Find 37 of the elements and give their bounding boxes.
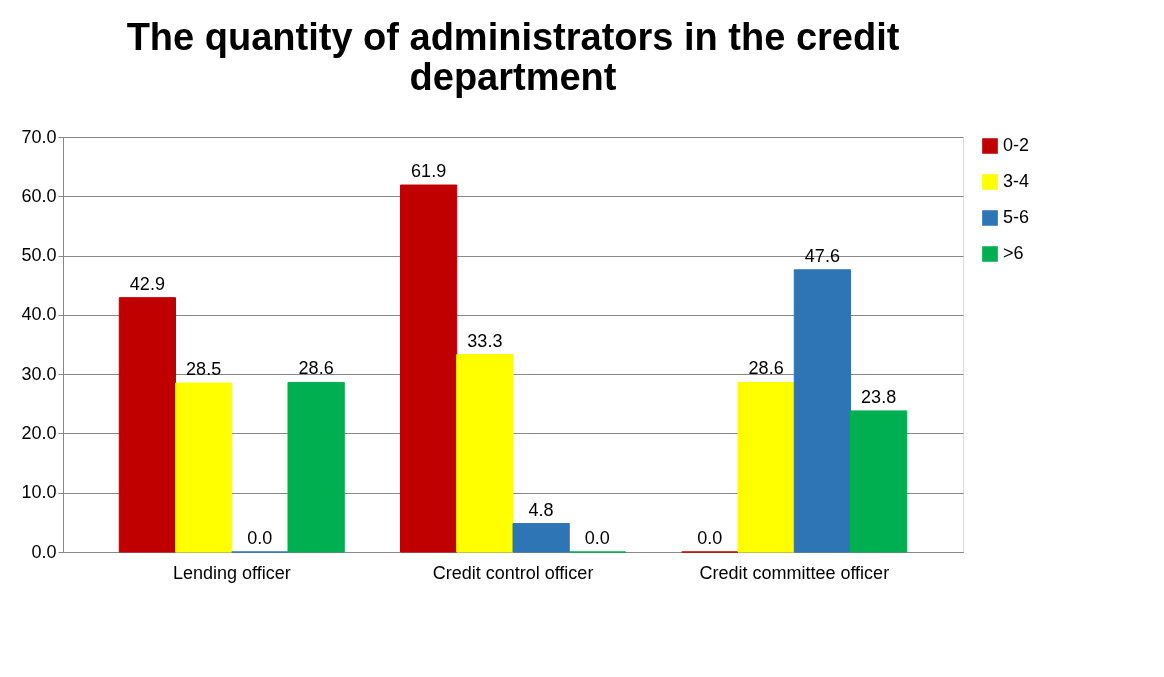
bar — [287, 381, 345, 553]
bar — [400, 184, 458, 553]
bar — [175, 382, 233, 553]
data-label: 28.6 — [298, 358, 334, 379]
bar — [118, 297, 176, 553]
data-label: 28.5 — [186, 359, 222, 380]
bar — [737, 381, 795, 553]
y-tick-label: 20.0 — [21, 422, 57, 443]
x-tick-label: Lending officer — [172, 562, 291, 583]
data-label: 0.0 — [247, 528, 273, 548]
y-tick-label: 10.0 — [21, 482, 57, 503]
data-label: 0.0 — [584, 528, 610, 548]
y-tick-label: 70.0 — [21, 126, 57, 147]
x-tick-label: Credit control officer — [432, 562, 594, 583]
data-label: 0.0 — [697, 528, 723, 548]
y-tick-label: 60.0 — [21, 185, 57, 206]
data-label: 47.6 — [804, 245, 840, 266]
bar — [850, 410, 908, 553]
legend-label: >6 — [1003, 243, 1024, 263]
y-tick-label: 30.0 — [21, 363, 57, 384]
x-tick-label: Credit committee officer — [699, 562, 890, 583]
chart-title: The quantity of administrators in the credit department — [126, 16, 900, 98]
bar — [512, 523, 570, 553]
y-tick-label: 50.0 — [21, 245, 57, 266]
data-label: 4.8 — [528, 499, 554, 520]
data-label: 33.3 — [467, 330, 503, 351]
data-label: 28.6 — [748, 358, 784, 379]
y-tick-label: 0.0 — [31, 541, 57, 562]
data-label: 61.9 — [411, 161, 447, 182]
bar — [793, 269, 851, 553]
data-label: 23.8 — [861, 386, 897, 407]
data-label: 42.9 — [129, 273, 165, 294]
legend-label: 5-6 — [1003, 207, 1030, 227]
legend-label: 0-2 — [1003, 135, 1030, 155]
legend-label: 3-4 — [1003, 171, 1030, 191]
bar — [456, 354, 514, 553]
y-tick-label: 40.0 — [21, 304, 57, 325]
